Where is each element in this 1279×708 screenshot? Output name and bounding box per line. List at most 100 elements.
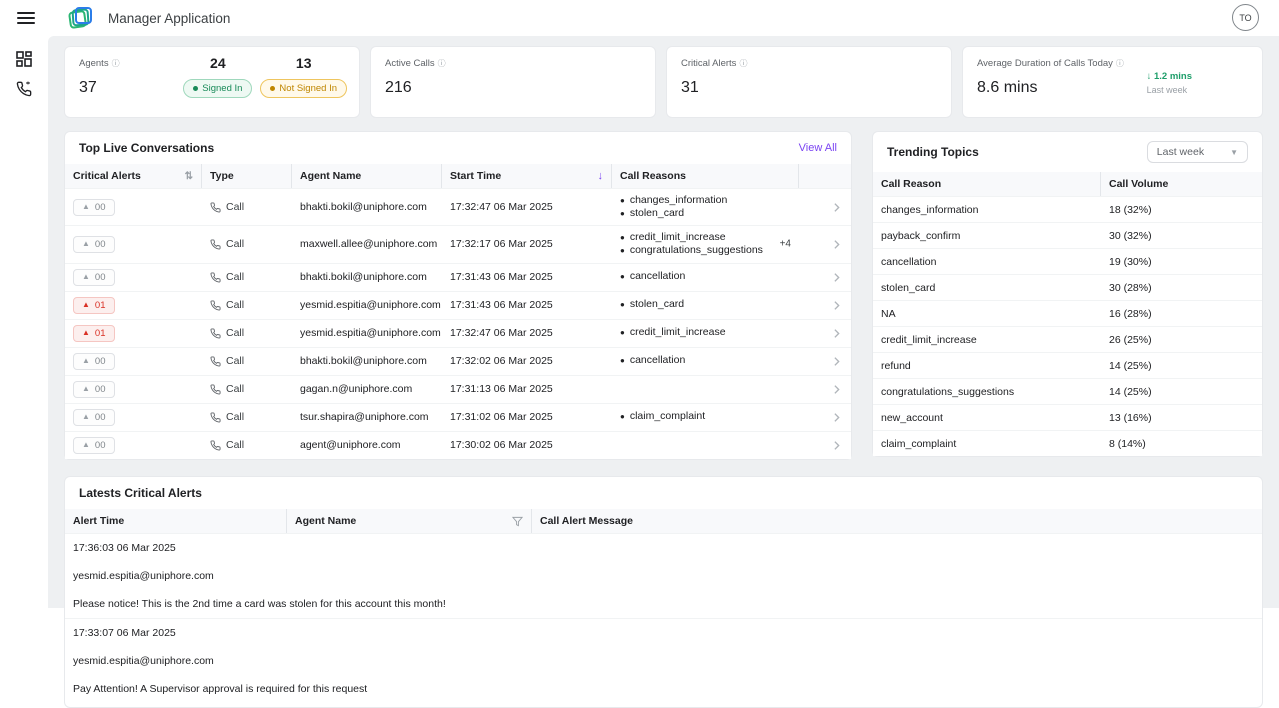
- call-reasons-cell: ● credit_limit_increase: [612, 321, 799, 344]
- sort-icon[interactable]: ⇅: [184, 170, 193, 182]
- page-title: Manager Application: [108, 10, 231, 26]
- conversation-row[interactable]: ▲ 00 Call bhakti.bokil@uniphore.com 17:31:43…: [65, 262, 851, 291]
- critical-alerts-cell: ▲ 01: [65, 292, 202, 319]
- trending-topic-row[interactable]: congratulations_suggestions 14 (25%): [873, 378, 1262, 404]
- stats-row: Agents ⓘ 37 24 Signed In 13 Not Signed In…: [64, 46, 1263, 118]
- row-expand-cell[interactable]: [799, 196, 851, 219]
- avatar[interactable]: TO: [1232, 4, 1259, 31]
- row-expand-cell[interactable]: [799, 378, 851, 401]
- chevron-right-icon[interactable]: [830, 355, 843, 368]
- trending-topic-row[interactable]: changes_information 18 (32%): [873, 196, 1262, 222]
- call-volume-cell: 26 (25%): [1109, 333, 1152, 346]
- row-expand-cell[interactable]: [799, 434, 851, 457]
- conversation-row[interactable]: ▲ 00 Call maxwell.allee@uniphore.com 17:32:1…: [65, 225, 851, 263]
- alert-count-badge: ▲ 00: [73, 268, 115, 286]
- critical-alerts-value: 31: [681, 79, 699, 96]
- conversation-row[interactable]: ▲ 00 Call agent@uniphore.com 17:30:02 06 Mar…: [65, 430, 851, 459]
- conversations-table-header: Critical Alerts ⇅ Type Agent Name Start T…: [65, 164, 851, 188]
- row-expand-cell[interactable]: [799, 266, 851, 289]
- call-volume-cell: 16 (28%): [1109, 307, 1152, 320]
- call-volume-cell: 30 (32%): [1109, 229, 1152, 242]
- row-expand-cell[interactable]: [799, 350, 851, 373]
- warning-icon: ▲: [82, 239, 90, 249]
- chevron-right-icon[interactable]: [830, 411, 843, 424]
- chevron-right-icon[interactable]: [830, 299, 843, 312]
- chevron-right-icon[interactable]: [830, 327, 843, 340]
- call-reasons-cell: [612, 440, 799, 450]
- not-signed-in-badge: Not Signed In: [260, 79, 347, 98]
- trending-table-body: changes_information 18 (32%) payback_confi…: [873, 196, 1262, 456]
- info-icon[interactable]: ⓘ: [437, 58, 446, 68]
- trending-topic-row[interactable]: payback_confirm 30 (32%): [873, 222, 1262, 248]
- call-icon: [210, 202, 221, 213]
- main-content: Agents ⓘ 37 24 Signed In 13 Not Signed In…: [48, 36, 1279, 708]
- conversation-row[interactable]: ▲ 01 Call yesmid.espitia@uniphore.com 17:32:…: [65, 318, 851, 347]
- row-expand-cell[interactable]: [799, 233, 851, 256]
- call-reason-cell: NA: [881, 307, 896, 320]
- conversation-row[interactable]: ▲ 00 Call tsur.shapira@uniphore.com 17:31:02…: [65, 402, 851, 431]
- trending-topic-row[interactable]: new_account 13 (16%): [873, 404, 1262, 430]
- info-icon[interactable]: ⓘ: [111, 58, 120, 68]
- start-time-cell: 17:32:17 06 Mar 2025: [450, 238, 553, 251]
- call-icon: [210, 327, 221, 339]
- row-expand-cell[interactable]: [799, 322, 851, 345]
- conversation-row[interactable]: ▲ 00 Call bhakti.bokil@uniphore.com 17:32:47…: [65, 188, 851, 226]
- delta-caption: Last week: [1146, 85, 1188, 95]
- menu-icon[interactable]: [17, 12, 35, 24]
- alert-count-badge: ▲ 00: [73, 408, 115, 426]
- call-reasons-cell: ● changes_information ● stolen_card: [612, 189, 799, 225]
- chevron-right-icon[interactable]: [830, 271, 843, 284]
- alert-count-badge: ▲ 01: [73, 296, 115, 314]
- critical-alerts-cell: ▲ 00: [65, 194, 202, 221]
- trending-topic-row[interactable]: cancellation 19 (30%): [873, 248, 1262, 274]
- active-calls-label: Active Calls ⓘ: [385, 58, 446, 69]
- trending-topic-row[interactable]: NA 16 (28%): [873, 300, 1262, 326]
- conversation-row[interactable]: ▲ 00 Call bhakti.bokil@uniphore.com 17:32:02…: [65, 346, 851, 375]
- warning-icon: ▲: [82, 412, 90, 421]
- info-icon[interactable]: ⓘ: [1115, 58, 1124, 68]
- agent-name-cell: yesmid.espitia@uniphore.com: [300, 327, 441, 339]
- chevron-right-icon[interactable]: [830, 439, 843, 452]
- call-icon: [210, 383, 221, 395]
- call-icon: [210, 411, 221, 423]
- call-reason-item: ● cancellation: [620, 270, 686, 283]
- active-calls-value: 216: [385, 79, 412, 96]
- more-reasons-badge[interactable]: +4: [779, 238, 791, 250]
- conversation-row[interactable]: ▲ 00 Call gagan.n@uniphore.com 17:31:13 06 M…: [65, 374, 851, 403]
- row-expand-cell[interactable]: [799, 406, 851, 429]
- type-cell: Call: [202, 322, 292, 344]
- trending-topic-row[interactable]: credit_limit_increase 26 (25%): [873, 326, 1262, 352]
- alert-count-badge: ▲ 00: [73, 235, 115, 253]
- info-icon[interactable]: ⓘ: [739, 58, 748, 68]
- trending-topic-row[interactable]: stolen_card 30 (28%): [873, 274, 1262, 300]
- warning-icon: ▲: [82, 202, 90, 212]
- call-volume-cell: 14 (25%): [1109, 359, 1152, 372]
- chevron-right-icon[interactable]: [830, 201, 843, 214]
- conversation-row[interactable]: ▲ 01 Call yesmid.espitia@uniphore.com 17:31:…: [65, 290, 851, 319]
- call-reason-item: ● stolen_card: [620, 298, 685, 311]
- agents-value: 37: [79, 79, 97, 96]
- agent-name-cell: yesmid.espitia@uniphore.com: [73, 570, 214, 582]
- sidebar-item-dashboard[interactable]: [0, 44, 48, 74]
- sort-desc-icon[interactable]: ↓: [597, 170, 604, 182]
- critical-alert-row[interactable]: 17:33:07 06 Mar 2025 yesmid.espitia@uniph…: [65, 618, 1262, 703]
- bullet-icon: ●: [620, 232, 625, 242]
- trending-topic-row[interactable]: claim_complaint 8 (14%): [873, 430, 1262, 456]
- delta-value: ↓ 1.2 mins: [1146, 71, 1192, 82]
- chevron-right-icon[interactable]: [830, 238, 843, 251]
- trending-topic-row[interactable]: refund 14 (25%): [873, 352, 1262, 378]
- sidebar-item-calls[interactable]: [0, 74, 48, 104]
- call-volume-cell: 30 (28%): [1109, 281, 1152, 294]
- critical-alert-row[interactable]: 17:36:03 06 Mar 2025 yesmid.espitia@uniph…: [65, 533, 1262, 618]
- row-expand-cell[interactable]: [799, 294, 851, 317]
- filter-icon[interactable]: [512, 516, 523, 527]
- call-reason-item: ● cancellation: [620, 354, 686, 367]
- type-cell: Call: [202, 350, 292, 372]
- green-dot-icon: [193, 86, 199, 91]
- view-all-link[interactable]: View All: [798, 142, 837, 154]
- period-select[interactable]: Last week ▼: [1146, 141, 1248, 163]
- call-icon: [210, 299, 221, 311]
- call-volume-cell: 18 (32%): [1109, 203, 1152, 216]
- chevron-right-icon[interactable]: [830, 383, 843, 396]
- call-volume-cell: 13 (16%): [1109, 411, 1152, 424]
